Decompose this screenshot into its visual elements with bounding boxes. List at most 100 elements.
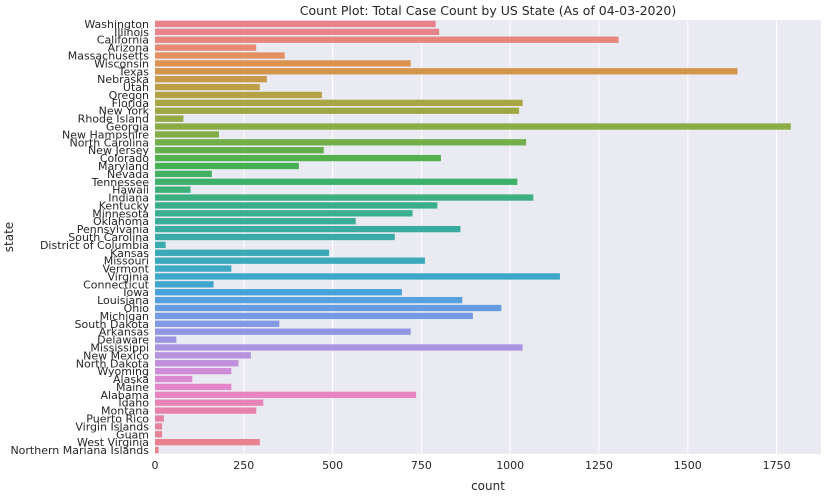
bar [155, 194, 534, 201]
bar [155, 352, 251, 359]
y-tick-labels: WashingtonIllinoisCaliforniaArizonaMassa… [10, 18, 149, 457]
bar [155, 431, 163, 438]
y-tick-label: Pennsylvania [77, 223, 149, 236]
chart-title: Count Plot: Total Case Count by US State… [300, 3, 677, 18]
bar [155, 304, 502, 312]
y-tick-label: Idaho [118, 397, 149, 410]
bar [155, 415, 164, 422]
y-tick-label: Virginia [108, 270, 149, 283]
x-tick-label: 750 [411, 459, 432, 472]
y-tick-label: Oklahoma [93, 215, 149, 228]
bar [155, 36, 619, 43]
y-tick-label: Wisconsin [94, 57, 149, 70]
y-tick-label: South Dakota [75, 318, 149, 331]
y-tick-label: Tennessee [91, 176, 150, 189]
y-tick-label: Kansas [110, 247, 149, 260]
bar [155, 202, 438, 209]
bar [155, 399, 264, 406]
bar [155, 281, 214, 288]
y-tick-label: Colorado [100, 152, 149, 165]
y-tick-label: Delaware [97, 334, 149, 347]
x-tick-label: 1000 [496, 459, 524, 472]
y-tick-label: Texas [118, 65, 150, 78]
y-tick-label: Northern Mariana Islands [10, 444, 149, 457]
bar [155, 383, 232, 391]
y-tick-label: Arkansas [99, 326, 149, 339]
bar [155, 20, 436, 28]
y-tick-label: Nevada [107, 168, 149, 181]
y-tick-label: Hawaii [112, 184, 149, 197]
y-tick-label: New Jersey [88, 144, 150, 157]
y-tick-label: Alabama [100, 389, 149, 402]
bar [155, 391, 417, 398]
y-tick-label: South Carolina [68, 231, 149, 244]
y-axis-label: state [2, 222, 16, 252]
y-tick-label: Massachusetts [68, 50, 150, 63]
x-tick-label: 1250 [585, 459, 613, 472]
y-tick-label: Ohio [124, 302, 150, 315]
bar [155, 154, 441, 162]
y-tick-label: New Hampshire [62, 128, 149, 141]
bar [155, 83, 260, 91]
x-tick-label: 1750 [763, 459, 791, 472]
bar [155, 76, 267, 83]
y-tick-label: Kentucky [99, 199, 150, 212]
y-tick-label: Utah [123, 81, 149, 94]
bar [155, 139, 527, 146]
y-tick-label: Montana [101, 405, 149, 418]
y-tick-label: Missouri [104, 255, 149, 268]
bar [155, 52, 285, 59]
y-tick-label: Wyoming [97, 365, 149, 378]
bar [155, 241, 166, 249]
y-tick-label: New Mexico [83, 349, 149, 362]
y-tick-label: Minnesota [92, 207, 149, 220]
bar [155, 423, 163, 430]
bars [155, 20, 791, 454]
y-tick-label: New York [99, 105, 150, 118]
bar [155, 186, 191, 193]
y-tick-label: Florida [112, 97, 149, 110]
y-tick-label: Michigan [100, 310, 149, 323]
bar [155, 344, 523, 351]
bar [155, 68, 738, 75]
bar [155, 367, 232, 375]
bar [155, 439, 260, 446]
bar [155, 60, 411, 67]
bar [155, 265, 232, 272]
bar [155, 170, 212, 178]
bar [155, 99, 523, 107]
y-tick-label: Illinois [114, 26, 149, 39]
bar [155, 44, 257, 51]
bar [155, 273, 560, 280]
y-tick-label: Maryland [98, 160, 149, 173]
bar [155, 178, 518, 185]
bar [155, 320, 280, 327]
bar [155, 257, 425, 264]
y-tick-label: Vermont [103, 263, 150, 276]
y-tick-label: Rhode Island [78, 113, 149, 126]
y-tick-label: Puerto Rico [86, 412, 149, 425]
y-tick-label: Oregon [109, 89, 149, 102]
y-tick-label: Iowa [123, 286, 149, 299]
y-tick-label: West Virginia [77, 436, 149, 449]
bar [155, 375, 193, 383]
bar [155, 296, 463, 304]
bar [155, 336, 177, 343]
bar [155, 328, 411, 335]
y-tick-label: Nebraska [97, 73, 149, 86]
bar [155, 162, 299, 170]
bar [155, 289, 402, 296]
y-tick-label: North Carolina [69, 136, 149, 149]
x-axis-label: count [471, 479, 505, 493]
bar [155, 249, 330, 256]
bar [155, 147, 324, 154]
y-tick-label: Virgin Islands [75, 420, 149, 433]
y-tick-label: California [97, 34, 149, 47]
y-tick-label: Alaska [113, 373, 149, 386]
bar [155, 407, 257, 414]
y-tick-label: Arizona [108, 42, 149, 55]
bar [155, 115, 184, 122]
y-tick-label: Louisiana [97, 294, 149, 307]
bar [155, 107, 520, 114]
